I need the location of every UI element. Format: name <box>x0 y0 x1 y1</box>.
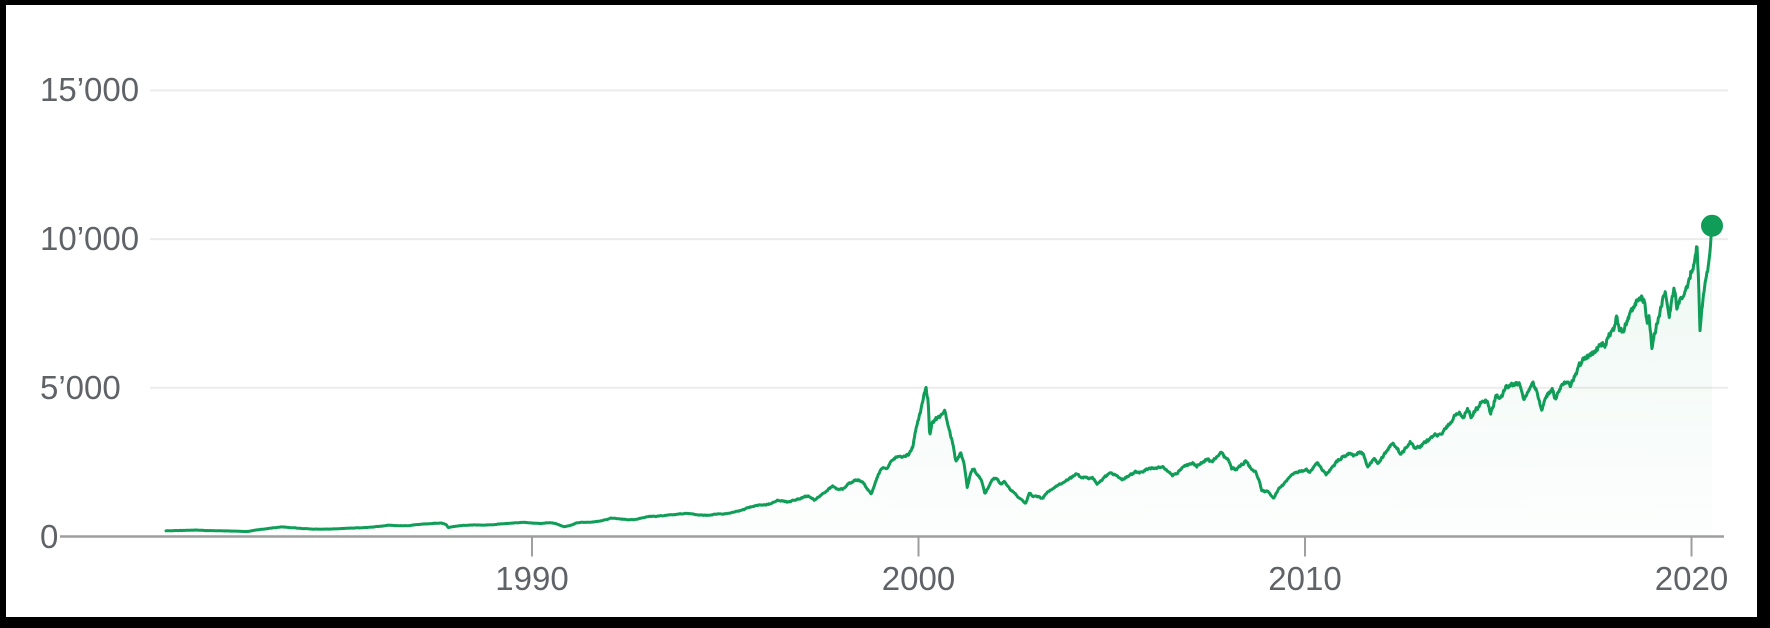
axis-labels: 15’000 10’000 5’000 0 1990 2000 2010 202… <box>40 71 1728 597</box>
x-axis-label-1990: 1990 <box>495 560 568 597</box>
latest-point-dot <box>1701 214 1723 237</box>
price-line-series <box>164 214 1723 537</box>
area-fill <box>166 225 1712 537</box>
x-axis-label-2020: 2020 <box>1655 560 1728 597</box>
price-line <box>164 224 1714 533</box>
y-axis-label-5000: 5’000 <box>40 369 121 406</box>
x-axis-label-2000: 2000 <box>882 560 955 597</box>
y-axis-label-15000: 15’000 <box>40 71 139 108</box>
y-axis-label-0: 0 <box>40 518 58 555</box>
x-axis-label-2010: 2010 <box>1268 560 1341 597</box>
y-axis-label-10000: 10’000 <box>40 220 139 257</box>
